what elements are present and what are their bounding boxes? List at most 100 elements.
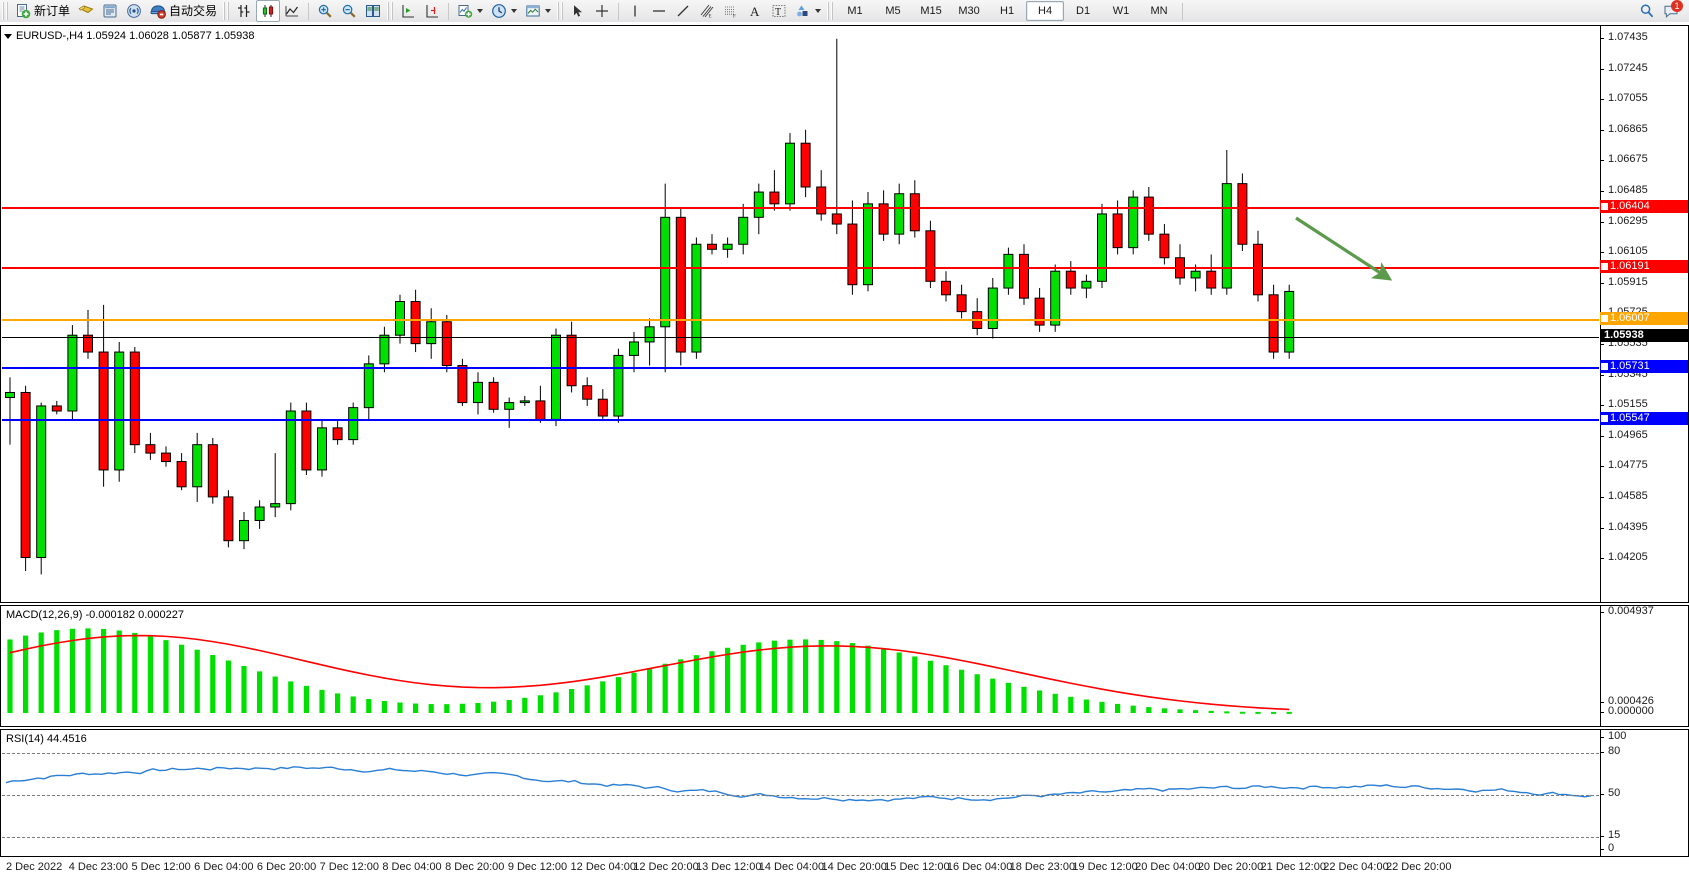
level-line-support-2[interactable] <box>2 419 1599 421</box>
chart-area[interactable]: EURUSD-,H4 1.05924 1.06028 1.05877 1.059… <box>0 22 1689 873</box>
signals-button[interactable] <box>122 0 146 22</box>
macd-pane[interactable]: MACD(12,26,9) -0.000182 0.000227 0.00493… <box>0 605 1689 727</box>
time-axis-label: 2 Dec 2022 <box>6 861 63 873</box>
price-plot[interactable] <box>2 27 1599 601</box>
toolbar-grip-1[interactable] <box>2 2 9 20</box>
arrow-cursor-icon <box>574 5 583 17</box>
down-arrow-annotation[interactable] <box>1290 212 1410 292</box>
time-axis-label: 9 Dec 12:00 <box>507 861 568 873</box>
crosshair-tool-button[interactable] <box>590 0 614 22</box>
rsi-pane[interactable]: RSI(14) 44.4516 100 80 50 15 0 <box>0 729 1689 857</box>
current-price-text: 1.05938 <box>1604 329 1644 341</box>
text-icon: A <box>750 4 760 19</box>
equidistant-channel-tool-button[interactable]: E <box>695 0 719 22</box>
level-label-support-1[interactable]: 1.05731 <box>1600 360 1688 373</box>
auto-trading-icon <box>150 5 166 19</box>
main-toolbar: 新订单 <box>0 0 1689 23</box>
toolbar-grip-2[interactable] <box>223 2 231 20</box>
macd-scale[interactable]: 0.004937 0.000426 0.000000 <box>1600 605 1688 726</box>
price-tick-12: 1.05155 <box>1600 398 1688 410</box>
time-axis-label: 12 Dec 04:00 <box>570 861 636 873</box>
zoom-in-button[interactable] <box>313 0 337 22</box>
level-line-resistance-1[interactable] <box>2 207 1599 209</box>
price-tick-1: 1.07245 <box>1600 62 1688 74</box>
chart-shift-button[interactable] <box>420 0 444 22</box>
timeframe-h1[interactable]: H1 <box>1000 5 1015 17</box>
rsi-plot[interactable] <box>2 731 1599 855</box>
level-label-resistance-1[interactable]: 1.06404 <box>1600 200 1688 213</box>
price-pane[interactable]: EURUSD-,H4 1.05924 1.06028 1.05877 1.059… <box>0 25 1689 603</box>
time-axis[interactable]: 2 Dec 2022 4 Dec 23:00 5 Dec 12:00 6 Dec 04… <box>0 858 1689 878</box>
auto-trading-button[interactable]: 自动交易 <box>146 0 221 22</box>
cursor-tool-button[interactable] <box>566 0 590 22</box>
svg-text:A: A <box>750 4 760 19</box>
level-handle[interactable] <box>1601 315 1608 322</box>
templates-menu-button[interactable] <box>521 0 555 22</box>
search-button[interactable] <box>1635 0 1659 22</box>
zoom-out-button[interactable] <box>337 0 361 22</box>
price-tick-2: 1.07055 <box>1600 92 1688 104</box>
timeframe-mn[interactable]: MN <box>1150 5 1168 17</box>
time-axis-label: 16 Dec 04:00 <box>946 861 1013 873</box>
periods-menu-button[interactable] <box>487 0 521 22</box>
level-label-support-2[interactable]: 1.05547 <box>1600 412 1688 425</box>
notifications-button[interactable]: 1 <box>1659 0 1683 22</box>
level-handle[interactable] <box>1601 363 1608 370</box>
toolbar-grip-4[interactable] <box>557 2 565 20</box>
trendline-tool-button[interactable] <box>671 0 695 22</box>
search-icon <box>1640 4 1654 18</box>
level-line-support-1[interactable] <box>2 367 1599 369</box>
time-axis-label: 19 Dec 12:00 <box>1072 861 1138 873</box>
vertical-line-tool-button[interactable] <box>623 0 647 22</box>
timeframe-h4[interactable]: H4 <box>1026 1 1065 21</box>
time-axis-label: 14 Dec 20:00 <box>821 861 887 873</box>
price-tick-16: 1.04395 <box>1600 521 1688 533</box>
level-line-pivot[interactable] <box>2 319 1599 321</box>
text-tool-button[interactable]: A <box>743 0 767 22</box>
tile-windows-button[interactable] <box>361 0 385 22</box>
timeframe-m1[interactable]: M1 <box>847 5 863 17</box>
svg-text:F: F <box>733 15 736 19</box>
time-axis-label: 7 Dec 12:00 <box>319 861 379 873</box>
expert-advisors-button[interactable] <box>74 0 98 22</box>
bar-chart-button[interactable] <box>232 0 256 22</box>
horizontal-line-tool-button[interactable] <box>647 0 671 22</box>
level-handle[interactable] <box>1601 203 1608 210</box>
macd-plot[interactable] <box>2 607 1599 725</box>
rsi-scale[interactable]: 100 80 50 15 0 <box>1600 730 1688 856</box>
toolbar-separator-2 <box>448 2 450 20</box>
data-window-button[interactable] <box>98 0 122 22</box>
level-handle[interactable] <box>1601 263 1608 270</box>
line-chart-button[interactable] <box>280 0 304 22</box>
label-tool-button[interactable]: T <box>767 0 791 22</box>
timeframe-m30[interactable]: M30 <box>958 5 980 17</box>
vertical-line-icon <box>634 5 636 17</box>
new-order-label: 新订单 <box>34 4 71 18</box>
time-axis-label: 15 Dec 12:00 <box>884 861 950 873</box>
level-handle[interactable] <box>1601 415 1608 422</box>
toolbar-grip-3[interactable] <box>387 2 395 20</box>
level-line-resistance-2[interactable] <box>2 267 1599 269</box>
new-order-button[interactable]: 新订单 <box>11 0 74 22</box>
timeframe-d1[interactable]: D1 <box>1076 5 1091 17</box>
price-scale[interactable]: 1.07435 1.07245 1.07055 1.06865 1.06675 1.064… <box>1600 26 1688 602</box>
level-label-resistance-2[interactable]: 1.06191 <box>1600 260 1688 273</box>
indicators-menu-button[interactable] <box>453 0 487 22</box>
timeframe-w1[interactable]: W1 <box>1112 5 1130 17</box>
time-axis-label: 8 Dec 04:00 <box>382 861 442 873</box>
level-label-pivot[interactable]: 1.06007 <box>1600 312 1688 325</box>
chart-menu-triangle-icon[interactable] <box>4 33 12 39</box>
price-tick-8: 1.05915 <box>1600 276 1688 288</box>
candlestick-chart-button[interactable] <box>256 0 281 22</box>
auto-scroll-button[interactable] <box>396 0 420 22</box>
bar-chart-icon <box>238 5 250 17</box>
fibonacci-tool-button[interactable]: F <box>719 0 743 22</box>
candlestick-series <box>5 38 1295 575</box>
timeframe-m15[interactable]: M15 <box>920 5 942 17</box>
rsi-title: RSI(14) 44.4516 <box>6 733 90 745</box>
objects-menu-button[interactable] <box>791 0 825 22</box>
notification-badge: 1 <box>1671 0 1683 12</box>
folder-icon <box>78 5 94 14</box>
toolbar-grip-5[interactable] <box>827 2 835 20</box>
timeframe-m5[interactable]: M5 <box>885 5 901 17</box>
